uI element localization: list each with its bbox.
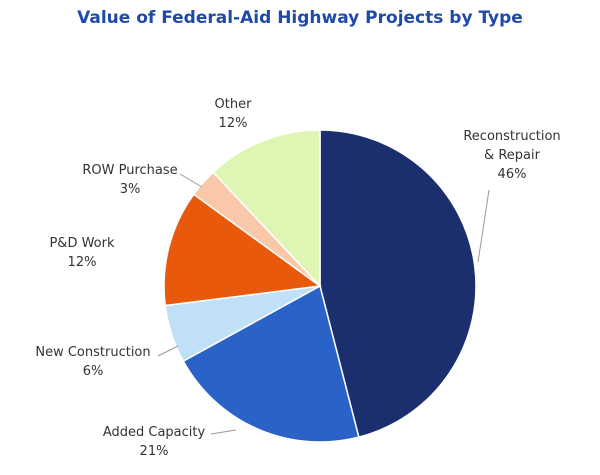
slice-percent-label: 46%: [498, 167, 527, 182]
slice-label: P&D Work: [49, 236, 115, 251]
slice-label: Other: [215, 97, 253, 112]
slice-percent-label: 3%: [120, 182, 141, 197]
slice-percent-label: 12%: [219, 116, 248, 131]
slice-label: & Repair: [484, 148, 541, 163]
leader-line: [179, 173, 203, 188]
pie-slice: [212, 129, 321, 288]
chart-title: Value of Federal-Aid Highway Projects by…: [77, 8, 523, 28]
leader-line: [157, 345, 179, 357]
slice-percent-label: 12%: [68, 255, 97, 270]
slice-percent-label: 6%: [83, 364, 104, 379]
slice-label: New Construction: [35, 345, 150, 360]
pie-slice: [163, 193, 322, 307]
slice-label: Reconstruction: [463, 129, 560, 144]
slice-percent-label: 21%: [140, 444, 169, 459]
leader-line: [477, 189, 490, 263]
slice-label: Added Capacity: [103, 425, 206, 440]
pie-slice: [182, 284, 360, 443]
pie-slice: [319, 129, 477, 439]
slice-label: ROW Purchase: [82, 163, 177, 178]
leader-line: [210, 429, 237, 435]
